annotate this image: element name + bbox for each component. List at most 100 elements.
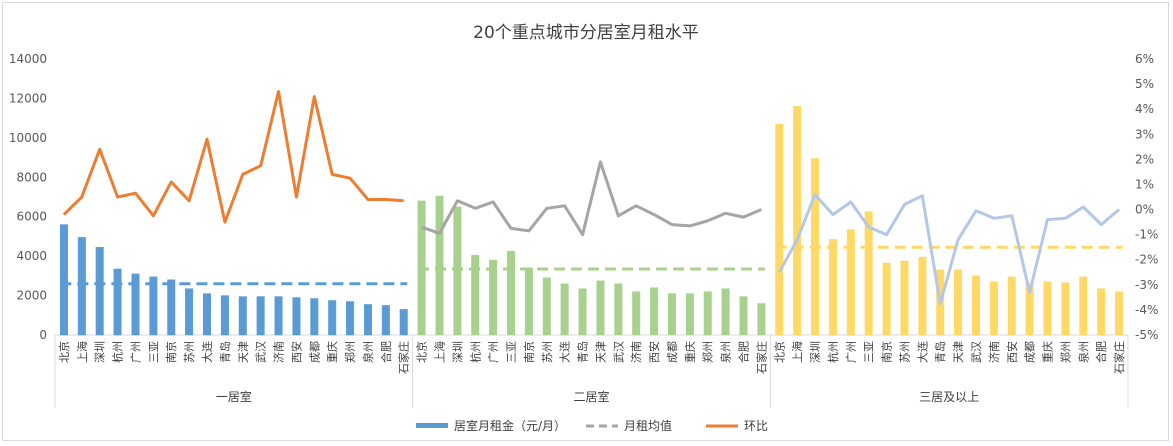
category-label: 天津 [237,341,250,363]
chart-title: 20个重点城市分居室月租水平 [473,23,699,43]
group-label: 二居室 [573,389,609,404]
category-label: 郑州 [1058,341,1072,363]
category-label: 深圳 [809,341,822,363]
bar [59,224,68,336]
category-label: 重庆 [1041,341,1055,363]
category-label: 三亚 [147,341,160,363]
category-labels: 北京 上海 深圳 杭州 广州 三亚 南京 苏州 大连 青岛 天津 武汉 济南 西安 成都 重庆 郑州 泉州 合肥 石家… [57,341,1126,374]
category-label: 西安 [289,341,303,363]
category-label: 广州 [487,341,500,363]
bar [399,309,408,336]
group-label: 一居室 [216,389,252,404]
category-label: 杭州 [826,341,840,363]
right-axis-tick-label: -3% [1135,278,1158,292]
category-label: 石家庄 [754,341,768,374]
category-label: 武汉 [970,341,983,363]
category-label: 苏州 [183,341,196,363]
left-axis-tick-label: 14000 [9,52,47,66]
bar [507,250,516,336]
bar [864,211,873,336]
category-label: 济南 [272,341,286,363]
category-label: 杭州 [468,341,482,363]
category-label: 北京 [57,341,71,363]
category-label: 济南 [629,341,643,363]
bar [471,254,480,336]
category-label: 西安 [647,341,661,363]
bar [793,106,802,336]
right-axis-tick-label: -1% [1135,228,1158,242]
bar [203,293,212,336]
bar [1115,291,1124,336]
category-label: 南京 [522,341,536,363]
bar [381,305,390,336]
category-label: 重庆 [683,341,697,363]
left-axis-tick-label: 10000 [9,131,47,145]
category-label: 北京 [415,341,429,363]
bar [578,288,587,336]
bar [1025,283,1034,336]
bar [721,288,730,336]
legend-label: 环比 [744,419,768,433]
bar [489,259,498,336]
bar [918,256,927,336]
left-axis-tick-label: 2000 [16,289,47,303]
category-label: 广州 [129,341,142,363]
category-label: 苏州 [898,341,911,363]
bar [882,262,891,336]
bar [596,280,605,336]
bar [292,297,301,336]
mom-line [421,160,762,237]
bar [989,281,998,336]
bar [167,279,176,336]
category-label: 广州 [845,341,858,363]
right-axis-tick-label: 3% [1135,127,1154,141]
bar [560,283,569,336]
bar [828,239,837,336]
right-axis: -5% -4% -3% -2% -1% 0% 1% 2% 3% 4% 5% 6% [1135,52,1158,342]
bar [632,291,641,336]
bar [1043,281,1052,336]
category-label: 南京 [164,341,178,363]
left-axis-tick-label: 4000 [16,249,47,263]
bar [846,229,855,336]
legend-label: 月租均值 [624,418,672,433]
bar [703,291,712,336]
bar [113,268,122,336]
right-axis-tick-label: 1% [1135,177,1154,191]
category-label: 苏州 [541,341,554,363]
right-axis-tick-label: 6% [1135,52,1154,66]
chart-frame: 20个重点城市分居室月租水平 0 2000 4000 6000 8000 10000 120… [2,2,1169,441]
bar [524,267,533,336]
category-label: 天津 [594,341,607,363]
category-label: 青岛 [576,341,590,363]
bar [1007,276,1016,336]
left-axis: 0 2000 4000 6000 8000 10000 12000 14000 [9,52,47,342]
mom-line [62,90,404,224]
category-label: 石家庄 [397,341,411,374]
bars [55,106,1128,336]
category-label: 大连 [915,341,929,363]
bar [1079,276,1088,336]
category-label: 郑州 [343,341,357,363]
bar [363,304,372,336]
bar [149,276,158,336]
bar [1061,282,1070,336]
right-axis-tick-label: -2% [1135,253,1158,267]
category-label: 三亚 [505,341,518,363]
bar [220,295,229,336]
bar [310,298,319,336]
category-label: 泉州 [361,341,375,363]
bar [971,275,980,336]
category-label: 大连 [200,341,214,363]
bar [77,237,86,336]
bar [954,269,963,336]
category-label: 成都 [1024,341,1037,363]
category-label: 武汉 [612,341,625,363]
bar [346,301,355,336]
category-label: 郑州 [701,341,715,363]
group-label: 三居及以上 [919,390,979,404]
category-label: 合肥 [737,341,751,363]
category-label: 上海 [790,341,804,363]
category-label: 泉州 [1076,341,1090,363]
bar [1097,288,1106,336]
